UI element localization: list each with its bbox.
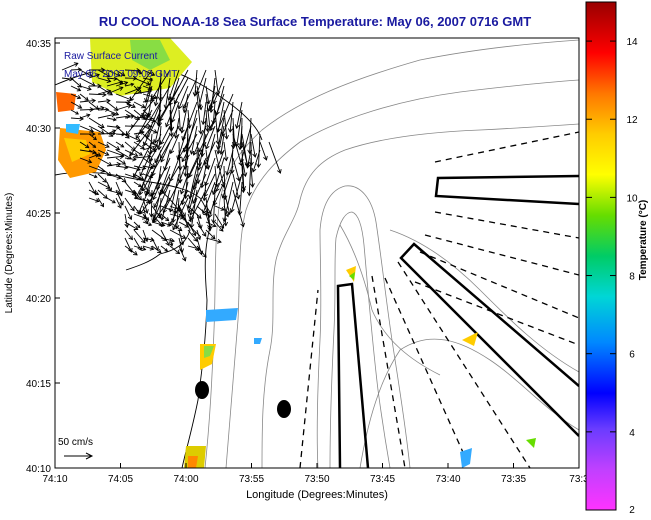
colorbar-tick-label: 14 <box>626 37 638 48</box>
current-vector <box>98 190 107 198</box>
y-tick-label: 40:35 <box>26 39 51 50</box>
radar-sector-lines <box>300 132 579 468</box>
legend-line-2: May 06, 2007 09:00 GMT <box>64 69 177 80</box>
current-vector <box>170 158 179 181</box>
current-vector <box>89 94 106 95</box>
current-vector <box>89 118 104 128</box>
scale-arrow <box>64 453 92 459</box>
current-vector <box>125 246 137 255</box>
radar-site-marker <box>195 381 209 399</box>
current-vector <box>170 230 186 238</box>
y-axis-label: Latitude (Degrees:Minutes) <box>4 193 15 314</box>
colorbar-tick-label: 10 <box>626 193 638 204</box>
current-vector <box>161 142 170 162</box>
x-tick-label: 74:05 <box>108 474 133 485</box>
colorbar-tick-label: 8 <box>629 272 635 283</box>
colorbar-tick-label: 2 <box>629 505 635 515</box>
y-tick-label: 40:15 <box>26 379 51 390</box>
colorbar-tick-label: 6 <box>629 350 635 361</box>
plot-frame <box>55 38 579 468</box>
current-vector <box>116 174 126 182</box>
current-vector <box>240 182 242 215</box>
x-axis-label: Longitude (Degrees:Minutes) <box>246 489 388 501</box>
current-vector <box>160 198 161 217</box>
bathymetry-contours <box>205 40 579 468</box>
current-vector <box>179 86 188 109</box>
legend-line-1: Raw Surface Current <box>64 51 158 62</box>
current-vector <box>205 158 215 186</box>
x-tick-label: 73:45 <box>370 474 395 485</box>
current-vector <box>182 182 188 205</box>
current-vector <box>98 109 108 110</box>
current-vector <box>260 142 267 160</box>
current-vector <box>98 174 106 182</box>
current-vector <box>125 142 135 150</box>
current-vector <box>230 102 233 132</box>
x-tick-label: 73:55 <box>239 474 264 485</box>
y-tick-label: 40:10 <box>26 464 51 475</box>
current-vector <box>151 190 152 217</box>
chart-title: RU COOL NOAA-18 Sea Surface Temperature:… <box>99 14 531 29</box>
current-vector <box>215 70 218 95</box>
x-tick-label: 73:50 <box>304 474 329 485</box>
x-tick-label: 73:35 <box>501 474 526 485</box>
colorbar-tick-label: 4 <box>629 428 635 439</box>
x-tick-label: 73:40 <box>435 474 460 485</box>
colorbar-tick-label: 12 <box>626 115 638 126</box>
colorbar-label: Temperature (°C) <box>638 200 649 281</box>
colorbar <box>586 2 616 510</box>
x-tick-label: 74:10 <box>42 474 67 485</box>
current-vector <box>161 126 170 144</box>
x-axis-ticks: 74:10 74:05 74:00 73:55 73:50 73:45 73:40 73:35… <box>42 463 589 485</box>
current-vector <box>215 214 224 228</box>
scale-label: 50 cm/s <box>58 437 93 448</box>
current-vector <box>134 222 140 228</box>
survey-boxes <box>338 176 579 468</box>
radar-site-marker <box>277 400 291 418</box>
current-vector <box>179 110 180 131</box>
current-vector <box>213 190 215 223</box>
y-tick-label: 40:30 <box>26 124 51 135</box>
x-tick-label: 74:00 <box>173 474 198 485</box>
current-vector <box>206 110 208 131</box>
current-vector <box>197 246 206 257</box>
map-content <box>55 38 579 468</box>
current-vector <box>98 133 115 134</box>
y-tick-label: 40:20 <box>26 294 51 305</box>
y-tick-label: 40:25 <box>26 209 51 220</box>
current-vector <box>172 102 179 122</box>
